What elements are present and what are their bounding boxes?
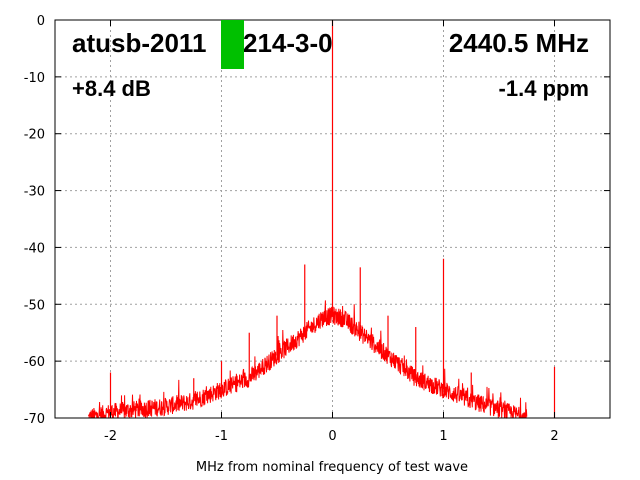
y-tick-label: -60 [24,355,45,370]
x-axis-title: MHz from nominal frequency of test wave [196,460,468,475]
device-suffix-label: 214-3-0 [243,28,333,58]
x-tick-label: 0 [328,429,336,444]
y-tick-label: -70 [24,412,45,427]
y-tick-label: -20 [24,128,45,143]
status-indicator [221,20,244,69]
y-tick-label: -50 [24,298,45,313]
y-tick-label: -30 [24,185,45,200]
x-tick-label: -2 [104,429,117,444]
y-tick-label: -10 [24,71,45,86]
x-tick-label: 1 [439,429,447,444]
x-tick-labels: -2 -1 0 1 2 [104,429,559,444]
y-tick-label: 0 [37,14,45,29]
offset-label: -1.4 ppm [499,76,589,101]
axis-ticks [55,19,610,419]
y-tick-labels: 0 -10 -20 -30 -40 -50 -60 -70 [24,14,45,427]
gain-label: +8.4 dB [72,76,151,101]
x-tick-label: 2 [550,429,558,444]
frequency-label: 2440.5 MHz [449,28,589,58]
y-tick-label: -40 [24,241,45,256]
spectrum-series [87,20,556,419]
noise-floor-trace [87,300,528,419]
x-tick-label: -1 [215,429,228,444]
device-label: atusb-2011 [72,28,206,58]
